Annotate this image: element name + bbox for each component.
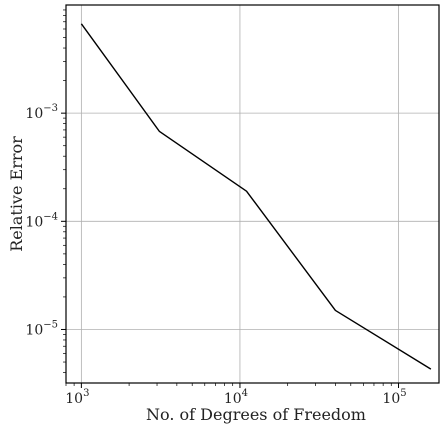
y-tick-label: 10−5	[25, 319, 58, 338]
y-tick-label-exponent: −5	[43, 319, 58, 330]
x-tick-label-base: 10	[382, 391, 400, 407]
y-tick-label: 10−3	[25, 103, 58, 122]
y-axis-label: Relative Error	[7, 136, 26, 252]
y-tick-label-base: 10	[25, 322, 43, 338]
frame-layer	[61, 4, 440, 388]
y-tick-label-base: 10	[25, 214, 43, 230]
y-tick-label: 10−4	[25, 211, 58, 230]
x-tick-label-exponent: 5	[400, 388, 406, 399]
x-tick-label: 105	[382, 388, 406, 407]
x-axis-label: No. of Degrees of Freedom	[146, 405, 366, 424]
x-tick-label: 104	[224, 388, 248, 407]
x-tick-label: 103	[65, 388, 89, 407]
series-layer	[80, 23, 432, 370]
x-tick-label-exponent: 4	[242, 388, 248, 399]
x-tick-label-base: 10	[65, 391, 83, 407]
y-tick-label-base: 10	[25, 106, 43, 122]
grid-layer	[66, 5, 439, 383]
y-tick-label-exponent: −3	[43, 103, 58, 114]
x-tick-label-exponent: 3	[83, 388, 89, 399]
plot-frame	[65, 4, 440, 384]
y-tick-label-exponent: −4	[43, 211, 58, 222]
x-tick-label-base: 10	[224, 391, 242, 407]
series-line	[80, 23, 432, 370]
